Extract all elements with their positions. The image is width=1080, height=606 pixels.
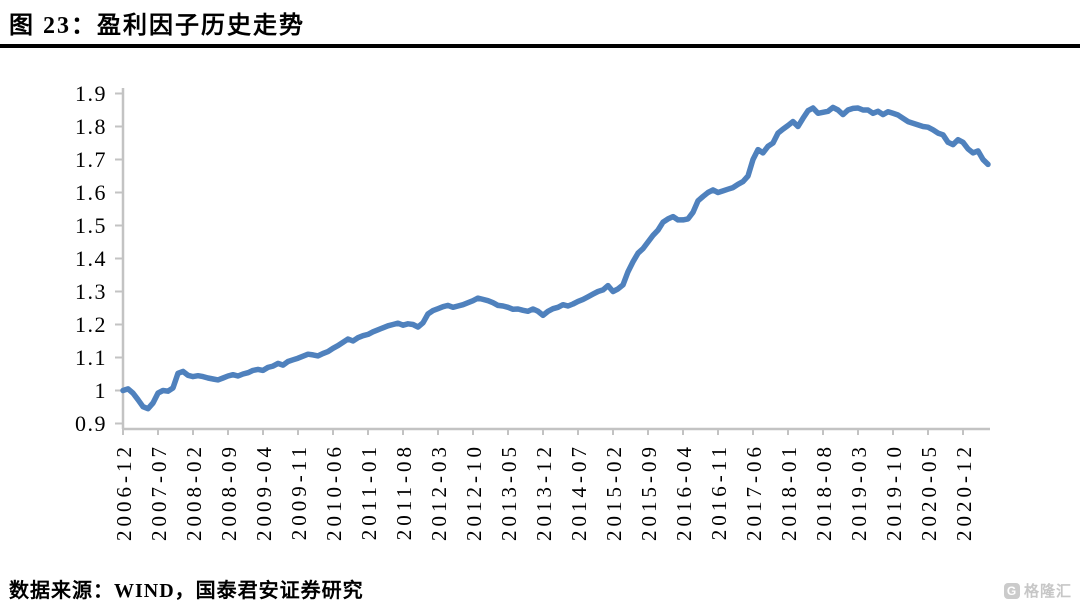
x-tick-label: 2012-10 — [462, 443, 486, 541]
y-tick-label: 1.5 — [75, 213, 107, 238]
x-tick-label: 2020-05 — [917, 443, 941, 541]
x-tick-label: 2011-08 — [392, 443, 416, 540]
y-tick-label: 1.2 — [75, 312, 107, 337]
x-tick-label: 2012-03 — [427, 443, 451, 541]
y-tick-label: 1 — [95, 378, 108, 403]
x-tick-label: 2015-09 — [637, 443, 661, 541]
series-line — [120, 104, 991, 412]
y-tick-label: 1.3 — [75, 279, 107, 304]
y-tick-label: 1.9 — [75, 81, 107, 106]
x-tick-label: 2011-01 — [357, 443, 381, 540]
x-tick-label: 2008-09 — [217, 443, 241, 541]
earnings-factor-line-chart: 0.9 1 1.1 1.2 1.3 1.4 1.5 1.6 1.7 1.8 1.9 2006-12 20… — [75, 81, 991, 541]
x-tick-label: 2019-03 — [847, 443, 871, 541]
x-tick-label: 2010-06 — [322, 443, 346, 541]
data-source-note: 数据来源：WIND，国泰君安证券研究 — [9, 580, 364, 602]
title-underline — [0, 44, 1080, 48]
x-tick-label: 2018-08 — [812, 443, 836, 541]
x-tick-label: 2017-06 — [742, 443, 766, 541]
x-tick-label: 2018-01 — [777, 443, 801, 541]
x-tick-label: 2016-04 — [672, 443, 696, 541]
x-tick-label: 2006-12 — [112, 443, 136, 541]
y-tick-label: 1.4 — [75, 246, 107, 271]
x-tick-label: 2009-04 — [252, 443, 276, 541]
y-tick-label: 1.7 — [75, 147, 107, 172]
line-chart: 0.9 1 1.1 1.2 1.3 1.4 1.5 1.6 1.7 1.8 1.9 2006-12 20… — [0, 55, 1080, 560]
chart-title: 图 23：盈利因子历史走势 — [9, 13, 305, 39]
x-tick-label: 2009-11 — [287, 443, 311, 540]
x-tick-label: 2014-07 — [567, 443, 591, 541]
x-tick-label: 2016-11 — [707, 443, 731, 540]
y-tick-label: 1.6 — [75, 180, 107, 205]
x-tick-label: 2020-12 — [952, 443, 976, 541]
x-tick-label: 2007-07 — [147, 443, 171, 541]
x-tick-label: 2015-02 — [602, 443, 626, 541]
x-tick-label: 2013-05 — [497, 443, 521, 541]
watermark-label: 格隆汇 — [1023, 583, 1072, 600]
x-tick-label: 2013-12 — [532, 443, 556, 541]
x-tick-label: 2008-02 — [182, 443, 206, 541]
y-tick-label: 1.8 — [75, 114, 107, 139]
x-tick-label: 2019-10 — [882, 443, 906, 541]
y-tick-label: 0.9 — [75, 411, 107, 436]
y-tick-label: 1.1 — [75, 345, 107, 370]
gelonghui-logo-icon: G — [1003, 582, 1020, 599]
watermark: G 格隆汇 — [1003, 580, 1072, 601]
